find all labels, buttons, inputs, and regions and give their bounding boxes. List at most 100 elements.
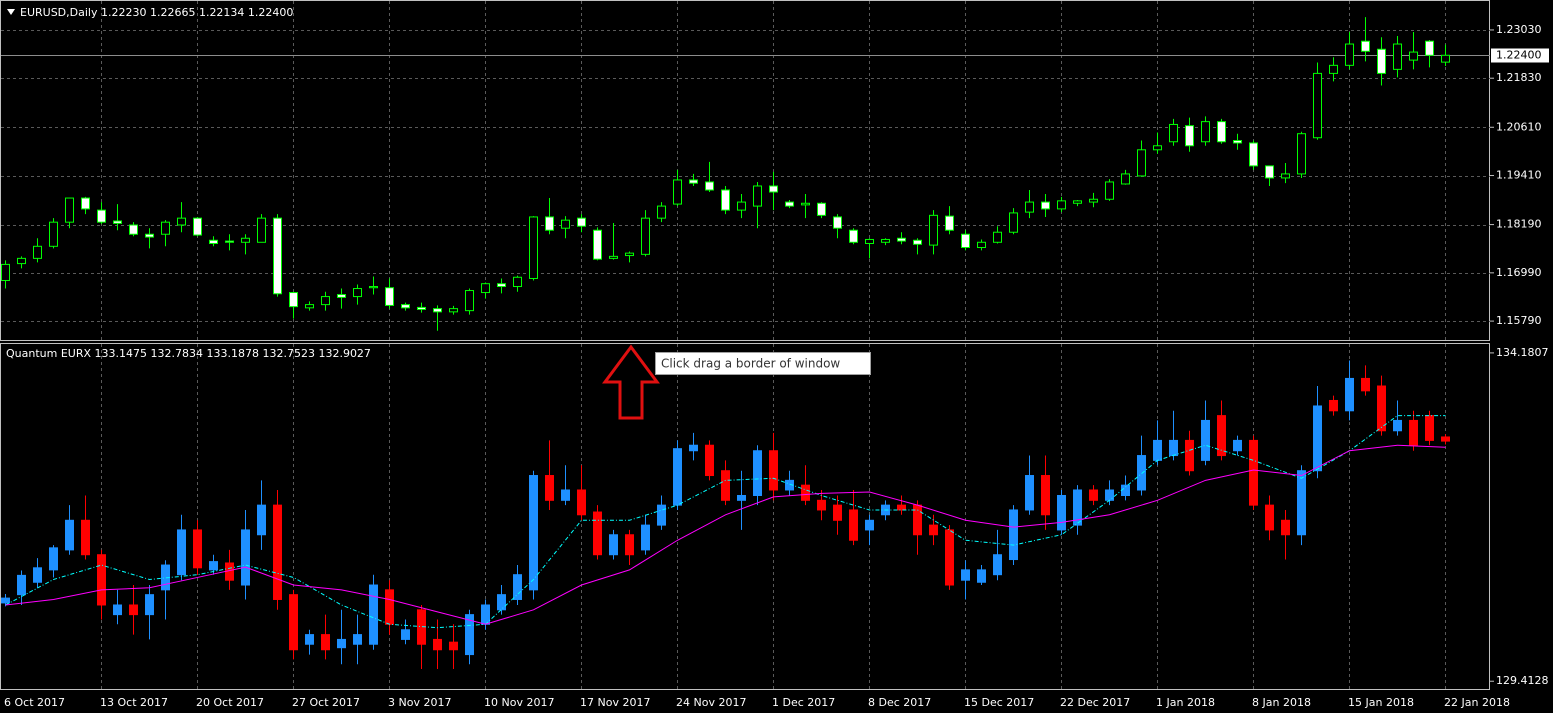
x-tick-label: 24 Nov 2017 (676, 696, 746, 709)
candle-body-down (1185, 125, 1194, 147)
y-tick-label: 1.23030 (1496, 23, 1542, 36)
candle-body-up (1393, 419, 1402, 432)
candle-body-up (1313, 405, 1322, 472)
candle-body-up (465, 614, 474, 656)
candle-body-up (1105, 489, 1114, 501)
candle-body-down (1361, 377, 1370, 392)
candle-body-down (129, 604, 138, 616)
indicator-line (5, 444, 1446, 625)
candle-body-up (449, 308, 458, 313)
candle-body-down (401, 304, 410, 309)
x-tick-label: 27 Oct 2017 (292, 696, 360, 709)
candle-body-down (1281, 519, 1290, 536)
last-price-box (1491, 48, 1549, 63)
candle-body-up (305, 304, 314, 309)
menu-triangle[interactable] (7, 9, 15, 15)
candle-body-up (1137, 149, 1146, 177)
candle-body-down (273, 217, 282, 295)
candle-body-down (577, 217, 586, 227)
candle-body-up (529, 216, 538, 279)
x-tick-label: 3 Nov 2017 (388, 696, 451, 709)
candle-body-up (337, 638, 346, 649)
candle-body-down (449, 641, 458, 651)
candle-body-up (65, 197, 74, 223)
candle-body-down (769, 185, 778, 193)
candle-body-down (225, 240, 234, 243)
candle-body-up (657, 205, 666, 219)
candle-body-up (977, 569, 986, 583)
marks-layer (1, 17, 1450, 670)
candle-body-down (625, 534, 634, 556)
y-tick-label: 134.1807 (1496, 346, 1549, 359)
indicator-line (5, 415, 1446, 629)
candle-body-up (1073, 200, 1082, 204)
candle-body-up (1345, 43, 1354, 66)
candle-body-up (1089, 198, 1098, 203)
candle-body-down (1249, 439, 1258, 506)
candle-body-up (1073, 489, 1082, 526)
candle-body-down (945, 215, 954, 231)
candle-body-down (705, 181, 714, 191)
candle-body-down (433, 638, 442, 651)
indicator-panel-title: Quantum EURX 133.1475 132.7834 133.1878 … (6, 347, 371, 360)
candle-body-up (561, 219, 570, 229)
candle-body-up (49, 221, 58, 247)
candle-body-down (417, 306, 426, 310)
candle-body-up (209, 561, 218, 571)
candle-body-up (961, 569, 970, 581)
candle-body-down (129, 224, 138, 235)
candle-body-up (161, 221, 170, 235)
candle-body-down (209, 239, 218, 244)
candle-body-up (1009, 212, 1018, 233)
candle-body-down (689, 179, 698, 184)
y-tick-label: 1.20610 (1496, 120, 1542, 133)
candle-body-down (929, 524, 938, 536)
x-tick-label: 22 Jan 2018 (1444, 696, 1510, 709)
candle-body-up (17, 574, 26, 596)
candle-body-up (241, 529, 250, 586)
candle-body-up (145, 594, 154, 616)
candle-body-up (1121, 173, 1130, 185)
candle-body-up (1057, 494, 1066, 531)
candle-body-up (977, 241, 986, 249)
x-tick-label: 20 Oct 2017 (196, 696, 264, 709)
candle-body-down (545, 475, 554, 501)
candle-body-up (737, 494, 746, 501)
candle-body-down (1265, 165, 1274, 179)
candle-body-up (1009, 509, 1018, 561)
candle-body-down (1377, 48, 1386, 74)
candle-body-up (609, 255, 618, 259)
candle-body-down (769, 450, 778, 491)
candle-body-up (1153, 439, 1162, 461)
candle-body-down (1089, 489, 1098, 501)
candle-body-up (321, 296, 330, 306)
candle-body-down (1441, 436, 1450, 442)
candle-body-up (689, 444, 698, 452)
candle-body-down (433, 308, 442, 313)
price-panel-title: EURUSD,Daily 1.22230 1.22665 1.22134 1.2… (20, 6, 293, 19)
candle-body-up (257, 217, 266, 243)
candle-body-down (817, 499, 826, 511)
candle-body-down (289, 594, 298, 651)
y-tick-label: 129.4128 (1496, 674, 1549, 687)
candle-body-up (17, 257, 26, 265)
x-tick-label: 10 Nov 2017 (484, 696, 554, 709)
candle-body-up (513, 276, 522, 288)
candle-body-up (1233, 439, 1242, 452)
x-tick-label: 6 Oct 2017 (4, 696, 65, 709)
candle-body-up (1393, 43, 1402, 70)
candle-body-up (369, 584, 378, 645)
candle-body-up (1441, 54, 1450, 63)
candle-body-down (801, 484, 810, 501)
candle-body-up (465, 290, 474, 312)
candle-body-down (385, 287, 394, 306)
candle-body-down (577, 489, 586, 516)
candle-body-up (609, 534, 618, 556)
candle-body-down (1361, 40, 1370, 52)
candle-body-up (33, 245, 42, 259)
candle-body-up (753, 185, 762, 207)
candle-body-up (1201, 121, 1210, 143)
candle-body-down (321, 634, 330, 651)
candle-body-up (673, 448, 682, 506)
candle-body-down (897, 504, 906, 511)
